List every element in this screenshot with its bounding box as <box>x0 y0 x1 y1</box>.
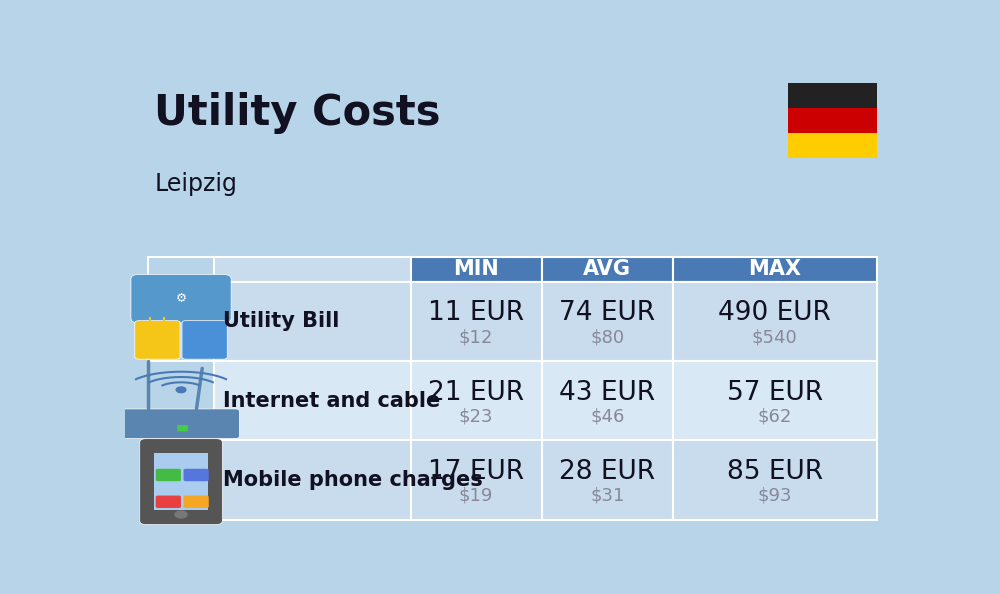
Text: Utility Costs: Utility Costs <box>154 92 441 134</box>
Text: $80: $80 <box>590 328 624 346</box>
Text: Internet and cable: Internet and cable <box>223 390 440 410</box>
FancyBboxPatch shape <box>184 495 209 508</box>
Bar <box>154 453 208 510</box>
Bar <box>148 282 214 361</box>
Text: 17 EUR: 17 EUR <box>428 459 524 485</box>
FancyBboxPatch shape <box>131 274 231 323</box>
Text: ⚙: ⚙ <box>175 292 187 305</box>
FancyBboxPatch shape <box>156 469 181 481</box>
Text: 57 EUR: 57 EUR <box>727 380 823 406</box>
Bar <box>788 133 877 158</box>
Bar <box>673 361 877 440</box>
Bar <box>542 440 673 520</box>
Bar <box>673 440 877 520</box>
Text: $46: $46 <box>590 407 624 425</box>
Bar <box>673 282 877 361</box>
Text: Utility Bill: Utility Bill <box>223 311 339 331</box>
FancyBboxPatch shape <box>184 469 209 481</box>
FancyBboxPatch shape <box>156 495 181 508</box>
Text: $31: $31 <box>590 486 624 505</box>
Bar <box>214 257 411 282</box>
FancyBboxPatch shape <box>140 439 222 525</box>
Text: $19: $19 <box>459 486 493 505</box>
Text: 490 EUR: 490 EUR <box>718 300 831 326</box>
Bar <box>148 257 214 282</box>
Bar <box>214 440 411 520</box>
Bar <box>788 108 877 133</box>
Text: $540: $540 <box>752 328 798 346</box>
Bar <box>411 361 542 440</box>
Text: 74 EUR: 74 EUR <box>559 300 655 326</box>
Text: $23: $23 <box>459 407 493 425</box>
Bar <box>542 282 673 361</box>
FancyBboxPatch shape <box>135 321 180 359</box>
Bar <box>411 440 542 520</box>
Text: $62: $62 <box>758 407 792 425</box>
Circle shape <box>175 511 187 518</box>
Text: 21 EUR: 21 EUR <box>428 380 524 406</box>
Bar <box>673 257 877 282</box>
Bar <box>148 361 214 440</box>
Text: Leipzig: Leipzig <box>154 172 237 196</box>
Text: $93: $93 <box>758 486 792 505</box>
Bar <box>214 282 411 361</box>
Bar <box>411 282 542 361</box>
Text: MIN: MIN <box>453 259 499 279</box>
Text: Mobile phone charges: Mobile phone charges <box>223 470 483 490</box>
Text: AVG: AVG <box>583 259 631 279</box>
Bar <box>411 257 542 282</box>
Text: 11 EUR: 11 EUR <box>428 300 524 326</box>
Bar <box>788 83 877 108</box>
Bar <box>148 440 214 520</box>
Text: $12: $12 <box>459 328 493 346</box>
Circle shape <box>176 387 186 393</box>
Text: 43 EUR: 43 EUR <box>559 380 655 406</box>
Bar <box>542 361 673 440</box>
Bar <box>214 361 411 440</box>
Text: 28 EUR: 28 EUR <box>559 459 655 485</box>
FancyBboxPatch shape <box>123 409 239 438</box>
Text: MAX: MAX <box>748 259 801 279</box>
Bar <box>542 257 673 282</box>
FancyBboxPatch shape <box>182 321 227 359</box>
Text: 85 EUR: 85 EUR <box>727 459 823 485</box>
FancyBboxPatch shape <box>177 425 188 431</box>
